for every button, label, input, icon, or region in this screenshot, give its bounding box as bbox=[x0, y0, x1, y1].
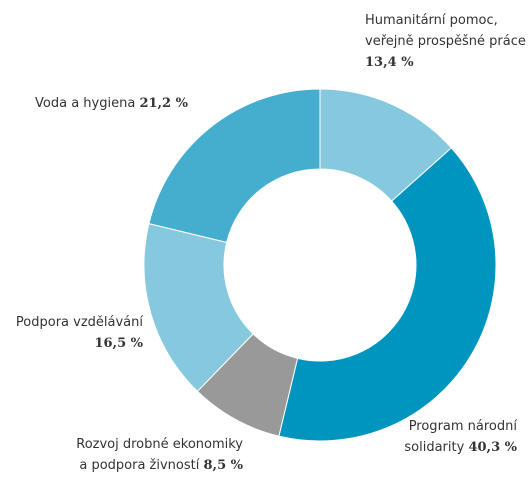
segment-label: Podpora vzdělávání 16,5 % bbox=[16, 312, 143, 354]
value-label: 40,3 % bbox=[468, 440, 517, 455]
segment-label: Voda a hygiena 21,2 % bbox=[35, 93, 188, 114]
category-name: Podpora vzdělávání bbox=[15, 315, 143, 330]
category-name: Rozvoj drobné ekonomiky a podpora živnos… bbox=[76, 437, 243, 473]
segment-label: Program národní solidarity 40,3 % bbox=[404, 416, 517, 458]
segment-label: Humanitární pomoc, veřejně prospěšné prá… bbox=[365, 10, 526, 73]
value-label: 13,4 % bbox=[365, 55, 414, 70]
category-name: Program národní solidarity bbox=[404, 419, 517, 455]
donut-segment bbox=[278, 147, 497, 442]
value-label: 8,5 % bbox=[203, 458, 244, 473]
category-name: Voda a hygiena bbox=[35, 96, 136, 111]
segment-label: Rozvoj drobné ekonomiky a podpora živnos… bbox=[76, 434, 243, 476]
value-label: 21,2 % bbox=[139, 96, 188, 111]
donut-segment bbox=[148, 88, 321, 244]
value-label: 16,5 % bbox=[94, 336, 143, 351]
category-name: Humanitární pomoc, veřejně prospěšné prá… bbox=[365, 13, 526, 49]
